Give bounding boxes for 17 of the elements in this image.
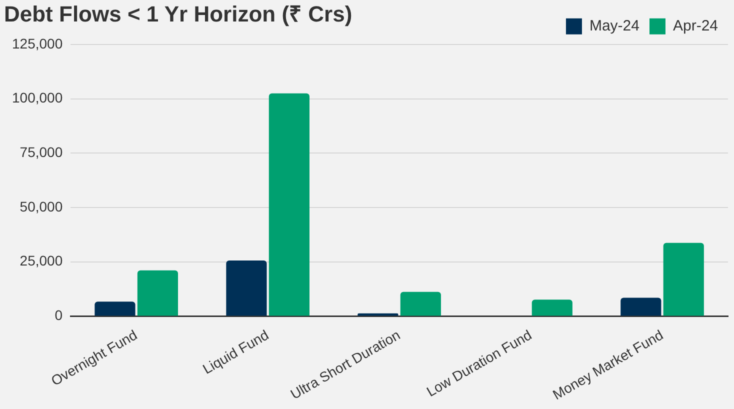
y-tick-label: 125,000: [12, 35, 63, 52]
y-tick-label: 50,000: [20, 198, 63, 214]
y-tick-label: 25,000: [20, 252, 63, 269]
bar: [94, 302, 136, 316]
chart-title: Debt Flows < 1 Yr Horizon (₹ Crs): [4, 1, 352, 26]
bar: [620, 298, 662, 316]
bar: [400, 292, 441, 316]
bar: [137, 270, 178, 316]
bar: [226, 260, 267, 316]
legend-label: May-24: [589, 18, 640, 35]
legend-label: Apr-24: [672, 18, 718, 35]
bar: [268, 93, 310, 316]
y-tick-label: 0: [54, 307, 63, 324]
bar: [532, 300, 572, 316]
y-tick-label: 100,000: [12, 90, 63, 106]
y-tick-label: 75,000: [20, 144, 63, 160]
bar: [663, 242, 704, 316]
